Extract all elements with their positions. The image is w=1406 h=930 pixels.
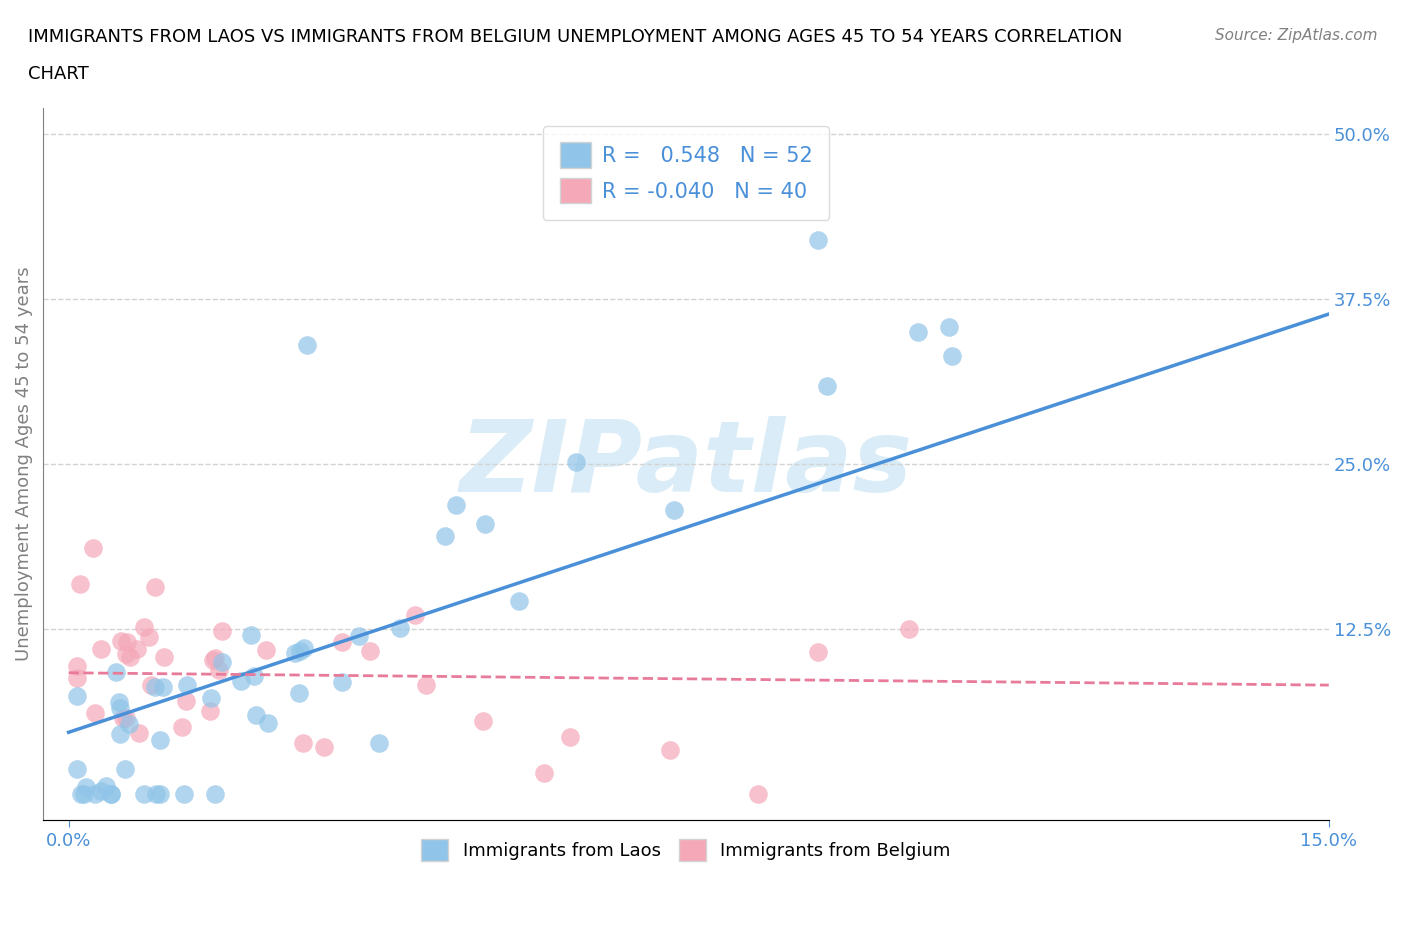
Point bbox=[108, 695, 131, 710]
Point bbox=[132, 787, 155, 802]
Point bbox=[145, 679, 167, 694]
Point bbox=[84, 705, 107, 720]
Point bbox=[114, 711, 136, 725]
Point bbox=[359, 644, 381, 658]
Point bbox=[332, 675, 354, 690]
Point bbox=[287, 685, 309, 700]
Point bbox=[66, 658, 89, 673]
Point bbox=[66, 671, 89, 686]
Legend: Immigrants from Laos, Immigrants from Belgium: Immigrants from Laos, Immigrants from Be… bbox=[415, 831, 957, 869]
Point bbox=[69, 577, 91, 591]
Text: IMMIGRANTS FROM LAOS VS IMMIGRANTS FROM BELGIUM UNEMPLOYMENT AMONG AGES 45 TO 54: IMMIGRANTS FROM LAOS VS IMMIGRANTS FROM … bbox=[28, 28, 1122, 46]
Point bbox=[747, 787, 769, 802]
Point bbox=[533, 765, 555, 780]
Point bbox=[211, 655, 233, 670]
Point bbox=[433, 528, 456, 543]
Text: CHART: CHART bbox=[28, 65, 89, 83]
Point bbox=[471, 713, 494, 728]
Point bbox=[118, 716, 141, 731]
Point bbox=[474, 516, 496, 531]
Text: ZIPatlas: ZIPatlas bbox=[460, 416, 912, 512]
Point bbox=[254, 643, 277, 658]
Point bbox=[658, 743, 681, 758]
Point bbox=[815, 379, 838, 393]
Point bbox=[152, 650, 174, 665]
Point bbox=[284, 645, 307, 660]
Point bbox=[128, 725, 150, 740]
Point bbox=[115, 646, 138, 661]
Point bbox=[149, 733, 172, 748]
Point bbox=[229, 673, 252, 688]
Point bbox=[82, 541, 104, 556]
Point bbox=[172, 720, 194, 735]
Point bbox=[295, 338, 318, 352]
Point bbox=[100, 787, 122, 802]
Point bbox=[110, 633, 132, 648]
Point bbox=[173, 787, 195, 802]
Point bbox=[347, 629, 370, 644]
Point bbox=[100, 787, 122, 802]
Point bbox=[404, 607, 426, 622]
Point bbox=[118, 649, 141, 664]
Point bbox=[139, 678, 162, 693]
Point bbox=[90, 642, 112, 657]
Point bbox=[132, 619, 155, 634]
Point bbox=[202, 652, 225, 667]
Point bbox=[96, 778, 118, 793]
Point bbox=[66, 762, 89, 777]
Point bbox=[108, 727, 131, 742]
Point bbox=[69, 787, 91, 802]
Point bbox=[807, 644, 830, 659]
Point bbox=[389, 620, 412, 635]
Y-axis label: Unemployment Among Ages 45 to 54 years: Unemployment Among Ages 45 to 54 years bbox=[15, 267, 32, 661]
Point bbox=[807, 232, 830, 247]
Point bbox=[444, 498, 467, 512]
Text: Source: ZipAtlas.com: Source: ZipAtlas.com bbox=[1215, 28, 1378, 43]
Point bbox=[330, 634, 353, 649]
Point bbox=[111, 711, 134, 726]
Point bbox=[239, 628, 262, 643]
Point bbox=[245, 708, 267, 723]
Point bbox=[145, 787, 167, 802]
Point bbox=[198, 703, 221, 718]
Point bbox=[149, 787, 172, 802]
Point bbox=[208, 663, 231, 678]
Point bbox=[108, 700, 131, 715]
Point bbox=[115, 634, 138, 649]
Point bbox=[75, 780, 97, 795]
Point bbox=[242, 669, 264, 684]
Point bbox=[104, 664, 127, 679]
Point bbox=[290, 644, 312, 658]
Point bbox=[174, 694, 197, 709]
Point bbox=[907, 325, 929, 339]
Point bbox=[176, 678, 198, 693]
Point bbox=[257, 715, 280, 730]
Point bbox=[292, 640, 315, 655]
Point bbox=[941, 349, 963, 364]
Point bbox=[897, 622, 920, 637]
Point bbox=[508, 593, 530, 608]
Point bbox=[143, 579, 166, 594]
Point bbox=[83, 787, 105, 802]
Point bbox=[200, 691, 222, 706]
Point bbox=[204, 787, 226, 802]
Point bbox=[211, 624, 233, 639]
Point bbox=[938, 320, 960, 335]
Point bbox=[662, 502, 685, 517]
Point bbox=[312, 739, 335, 754]
Point bbox=[204, 650, 226, 665]
Point bbox=[127, 642, 149, 657]
Point bbox=[560, 730, 582, 745]
Point bbox=[415, 677, 437, 692]
Point bbox=[564, 454, 586, 469]
Point bbox=[114, 762, 136, 777]
Point bbox=[66, 688, 89, 703]
Point bbox=[138, 630, 160, 644]
Point bbox=[73, 787, 96, 802]
Point bbox=[368, 736, 391, 751]
Point bbox=[90, 783, 112, 798]
Point bbox=[291, 736, 314, 751]
Point bbox=[152, 679, 174, 694]
